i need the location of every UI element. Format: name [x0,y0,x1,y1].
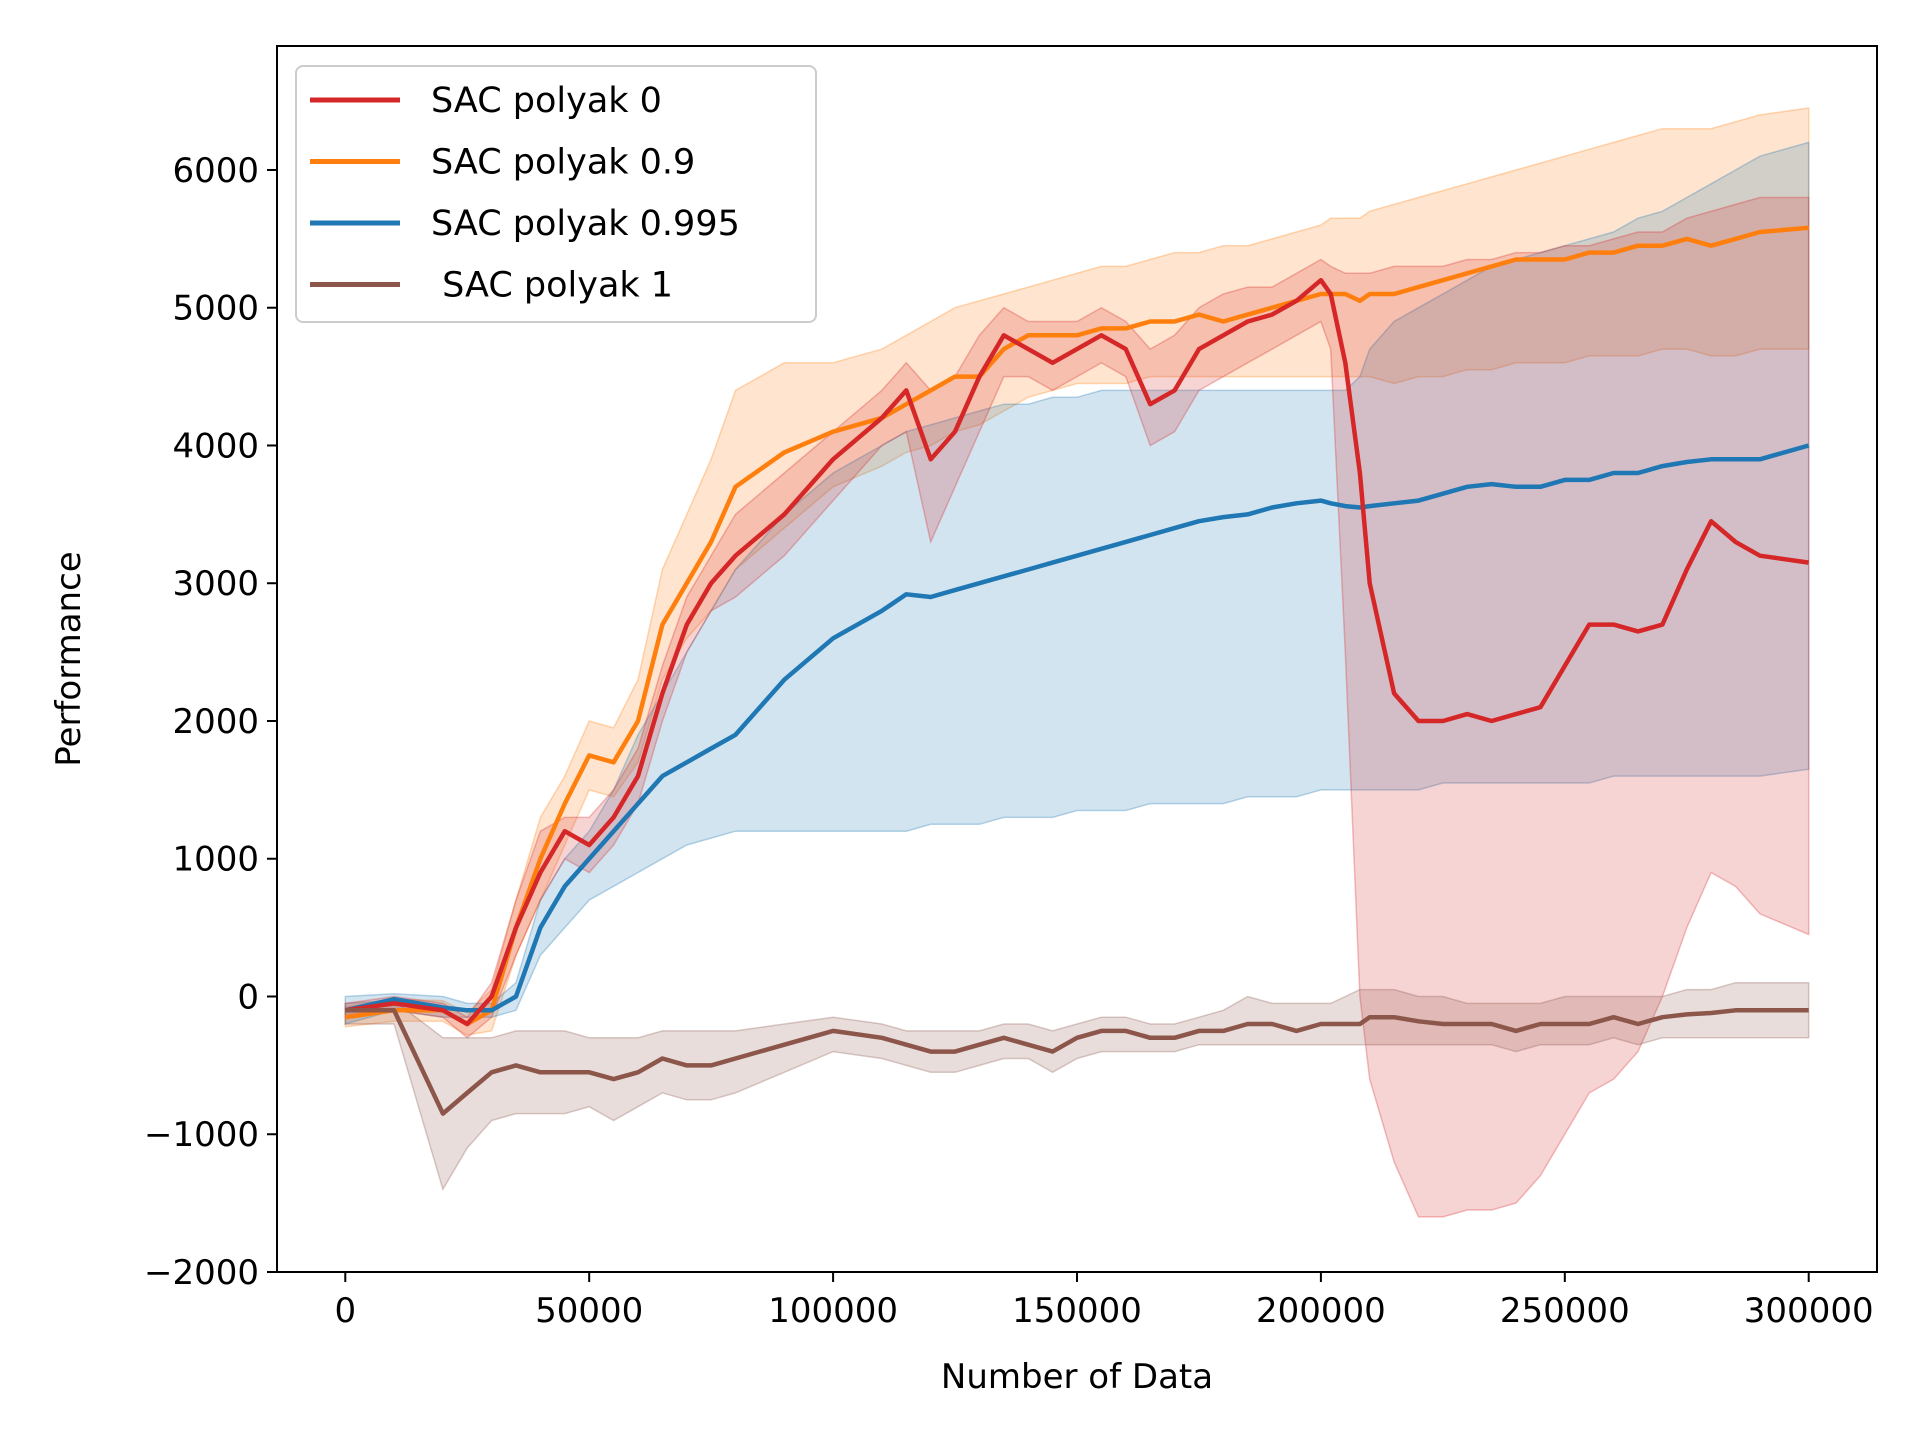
axes: 0 50000 100000 150000 200000 250000 300000−200… [144,151,1874,1331]
y-tick-label: −1000 [144,1115,259,1155]
y-tick-label: 6000 [172,151,259,191]
series-band-3 [344,981,1810,1192]
legend: SAC polyak 0 SAC polyak 0.9 SAC polyak 0.9… [295,65,817,323]
x-tick-label: 150000 [1012,1291,1142,1331]
legend-label-3: SAC polyak 1 [431,266,673,306]
confidence-bands [344,107,1810,1218]
series-line-2 [344,443,1810,1013]
y-tick-label: 5000 [172,289,259,329]
y-axis-title: Performance [49,551,89,766]
legend-label-1: SAC polyak 0.9 [431,143,695,183]
legend-label-2: SAC polyak 0.995 [431,204,740,244]
legend-box [295,65,817,323]
y-tick-label: −2000 [144,1253,259,1293]
x-tick-label: 100000 [768,1291,898,1331]
series-band-1 [344,107,1810,1036]
x-tick-label: 250000 [1500,1291,1630,1331]
series-lines [344,225,1810,1116]
y-tick-label: 4000 [172,426,259,466]
series-line-1 [344,225,1809,1027]
y-tick-label: 2000 [172,702,259,742]
legend-label-0: SAC polyak 0 [431,81,662,121]
x-tick-label: 300000 [1744,1291,1874,1331]
x-tick-label: 0 [334,1291,356,1331]
y-tick-label: 3000 [172,564,259,604]
plot-frame [276,45,1878,1273]
series-line-3 [345,1008,1809,1116]
series-band-2 [344,141,1810,1025]
x-tick-label: 200000 [1256,1291,1386,1331]
series-line-0 [344,277,1810,1027]
y-tick-label: 0 [237,977,259,1017]
y-tick-label: 1000 [172,840,259,880]
x-tick-label: 50000 [535,1291,643,1331]
x-axis-title: Number of Data [941,1357,1213,1397]
